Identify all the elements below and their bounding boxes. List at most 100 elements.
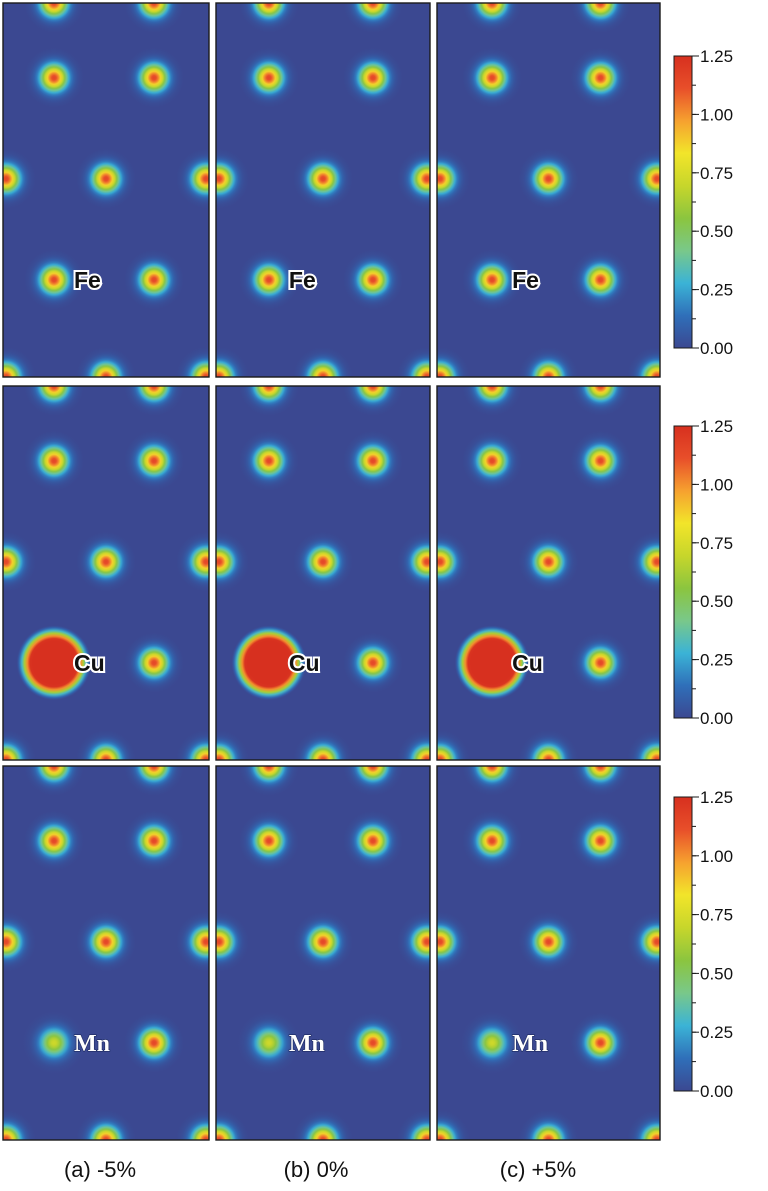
host-atom [24, 810, 84, 871]
host-atom [627, 911, 660, 972]
dopant-atom-fe [238, 249, 299, 310]
host-atom [176, 347, 209, 377]
host-atom [238, 766, 299, 796]
colorbar-tick-label: 1.00 [700, 475, 733, 494]
panel-fe-minus5 [3, 3, 209, 377]
host-atom [24, 766, 84, 796]
host-atom [176, 730, 209, 760]
host-atom [570, 1012, 631, 1073]
colorbar-tick-label: 0.25 [700, 1023, 733, 1042]
atom-label-mn: Mn [74, 1031, 110, 1057]
colorbar-tick-label: 0.75 [700, 534, 733, 553]
panel-frame [215, 385, 431, 761]
host-atom [124, 766, 184, 796]
host-atom [76, 347, 136, 377]
host-atom [518, 347, 579, 377]
host-atom [397, 911, 430, 972]
dopant-atom-fe [24, 249, 84, 310]
colorbar-tick-label: 0.25 [700, 281, 733, 300]
column-label-1: (b) 0% [284, 1157, 349, 1182]
host-atom [24, 430, 84, 491]
host-atom [462, 810, 523, 871]
panel-mn-minus5 [3, 766, 209, 1140]
host-atom [462, 766, 523, 796]
host-atom [342, 430, 403, 491]
atom-label-fe: Fe [512, 267, 539, 293]
host-atom [437, 1110, 470, 1140]
atom-label-cu: Cu [512, 650, 543, 676]
host-atom [518, 730, 579, 760]
host-atom [570, 386, 631, 416]
panel-frame [436, 385, 661, 761]
colorbar-group: 1.25 1.00 0.75 0.50 0.25 0.00 1.25 1.00 0.75 0.50… [673, 47, 733, 1101]
dopant-atom-mn [460, 1011, 524, 1075]
host-atom [3, 911, 36, 972]
host-atom [397, 730, 430, 760]
host-atom [238, 47, 299, 108]
dopant-atom-cu [454, 625, 530, 701]
host-atom [3, 531, 36, 592]
colorbar-gradient [674, 426, 692, 718]
colorbar-tick-label: 0.00 [700, 339, 733, 358]
dopant-atom-mn [22, 1011, 86, 1075]
host-atom [342, 1012, 403, 1073]
host-atom [124, 249, 184, 310]
host-atom [124, 3, 184, 33]
host-atom [570, 430, 631, 491]
host-atom [397, 531, 430, 592]
host-atom [124, 810, 184, 871]
host-atom [518, 531, 579, 592]
host-atom [124, 1012, 184, 1073]
host-atom [462, 3, 523, 33]
panel-frame [2, 765, 210, 1141]
dopant-atom-fe [462, 249, 523, 310]
host-atom [216, 531, 249, 592]
host-atom [76, 148, 136, 209]
colorbar-mn: 1.25 1.00 0.75 0.50 0.25 0.00 [673, 788, 733, 1101]
host-atom [76, 730, 136, 760]
panel-cu-minus5 [3, 386, 209, 760]
panel-grid: Fe Fe Fe Cu Cu Cu Mn Mn Mn [2, 2, 661, 1141]
column-label-0: (a) -5% [64, 1157, 136, 1182]
host-atom [570, 249, 631, 310]
host-atom [342, 3, 403, 33]
host-atom [124, 632, 184, 693]
column-label-group: (a) -5% (b) 0% (c) +5% [64, 1157, 576, 1182]
host-atom [3, 730, 36, 760]
host-atom [627, 531, 660, 592]
dopant-atom-cu [16, 625, 92, 701]
panel-cu-plus5 [437, 386, 660, 760]
host-atom [437, 911, 470, 972]
colorbar-tick-label: 1.00 [700, 847, 733, 866]
host-atom [570, 766, 631, 796]
host-atom [293, 730, 353, 760]
atom-label-cu: Cu [74, 650, 105, 676]
atom-label-fe: Fe [74, 267, 101, 293]
panel-frame [215, 765, 431, 1141]
panel-cu-zero [216, 386, 430, 760]
host-atom [3, 1110, 36, 1140]
host-atom [293, 911, 353, 972]
panel-mn-zero [216, 766, 430, 1140]
host-atom [627, 730, 660, 760]
host-atom [124, 386, 184, 416]
host-atom [216, 148, 249, 209]
host-atom [216, 1110, 249, 1140]
host-atom [397, 347, 430, 377]
host-atom [518, 911, 579, 972]
host-atom [76, 911, 136, 972]
host-atom [570, 810, 631, 871]
colorbar-tick-label: 0.75 [700, 164, 733, 183]
host-atom [437, 347, 470, 377]
colorbar-tick-label: 0.25 [700, 651, 733, 670]
host-atom [238, 3, 299, 33]
host-atom [342, 632, 403, 693]
host-atom [570, 632, 631, 693]
colorbar-gradient [674, 56, 692, 348]
host-atom [342, 47, 403, 108]
host-atom [238, 430, 299, 491]
panel-frame [436, 765, 661, 1141]
host-atom [238, 810, 299, 871]
colorbar-tick-label: 0.50 [700, 964, 733, 983]
host-atom [24, 3, 84, 33]
